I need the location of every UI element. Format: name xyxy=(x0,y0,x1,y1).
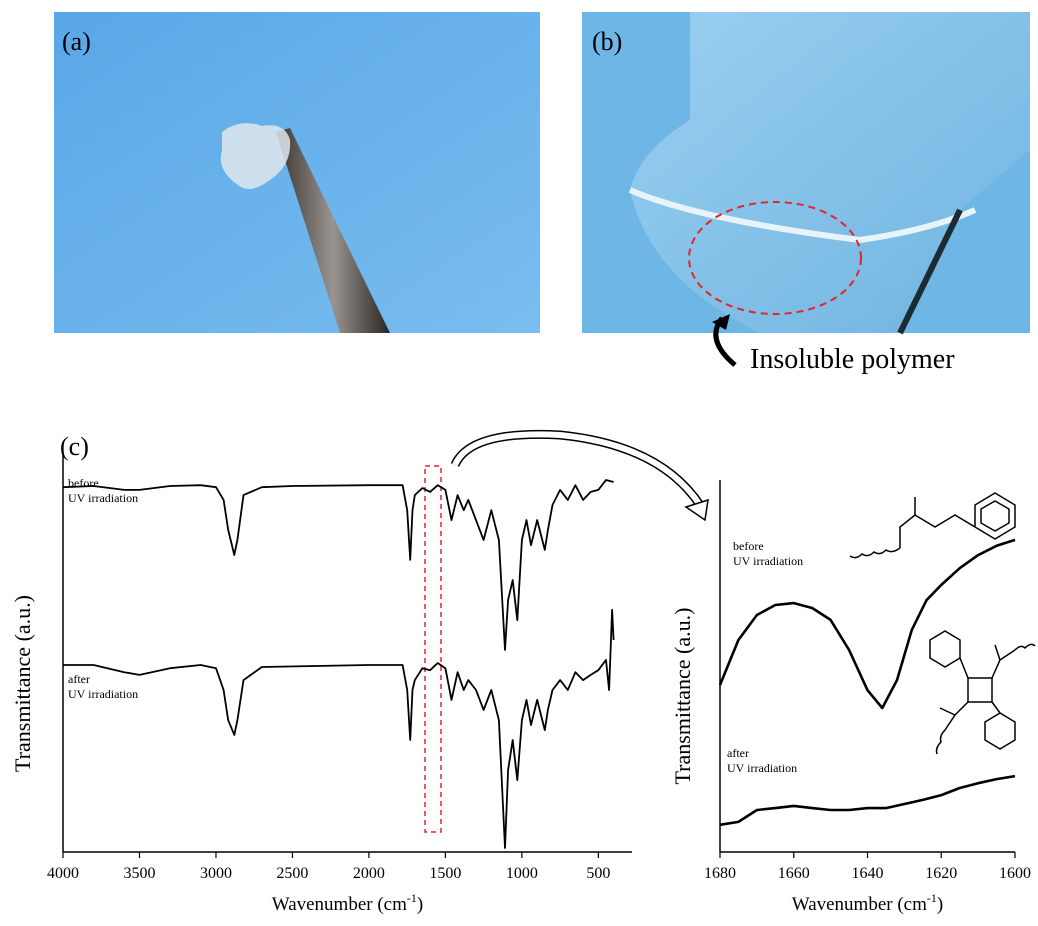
x-axis-title-text: Wavenumber (cm xyxy=(272,894,407,915)
y-axis-title: Transmittance (a.u.) xyxy=(670,608,695,785)
x-tick-label: 3500 xyxy=(123,865,155,882)
panel-label: (b) xyxy=(592,27,622,56)
photo-a: (a) xyxy=(54,12,540,333)
x-tick-label: 1680 xyxy=(704,865,736,882)
x-axis-title: Wavenumber (cm-1) xyxy=(272,891,423,915)
panel-label: (c) xyxy=(60,432,89,461)
spectrum-line xyxy=(63,608,615,849)
x-axis-title-end: ) xyxy=(417,894,423,915)
x-tick-label: 1600 xyxy=(999,865,1031,882)
charts: 4000 3500 3000 2500 2000 1500 1000 500 Wavenumbe… xyxy=(10,432,1031,915)
arrow-head xyxy=(712,314,730,330)
x-tick-label: 3000 xyxy=(200,865,232,882)
photo-b: (b) xyxy=(582,12,1030,335)
x-tick-label: 1620 xyxy=(925,865,957,882)
x-axis-title: Wavenumber (cm-1) xyxy=(792,891,943,915)
x-tick-label: 1640 xyxy=(852,865,884,882)
annotation: UV irradiation xyxy=(733,554,803,568)
annotation: before xyxy=(733,539,764,553)
x-tick-label: 1000 xyxy=(506,865,538,882)
spectrum-line xyxy=(718,538,1016,710)
highlight-box xyxy=(424,465,442,833)
x-tick-label: 1500 xyxy=(429,865,461,882)
x-tick-label: 2500 xyxy=(276,865,308,882)
annotation: UV irradiation xyxy=(68,687,138,701)
spectrum-line xyxy=(62,479,614,651)
x-tick-label: 1660 xyxy=(778,865,810,882)
structure-dimer xyxy=(929,630,1036,755)
x-tick-label: 4000 xyxy=(47,865,79,882)
annotation: after xyxy=(727,746,749,760)
structure-cinnamate xyxy=(849,492,1016,559)
curved-arrow xyxy=(452,431,703,507)
x-axis-title-end: ) xyxy=(937,894,943,915)
x-tick-label: 500 xyxy=(586,865,610,882)
annotation: UV irradiation xyxy=(68,491,138,505)
panel-label: (a) xyxy=(62,27,91,56)
annotation: after xyxy=(68,672,90,686)
x-axis-title-sup: -1 xyxy=(407,891,417,905)
annotation: UV irradiation xyxy=(727,761,797,775)
x-tick-label: 2000 xyxy=(353,865,385,882)
annotation: Insoluble polymer xyxy=(750,344,955,375)
x-axis-title-sup: -1 xyxy=(927,891,937,905)
y-axis-title: Transmittance (a.u.) xyxy=(10,595,35,772)
x-axis-title-text: Wavenumber (cm xyxy=(792,894,927,915)
spectrum-line xyxy=(719,774,1016,827)
arrow-head xyxy=(684,498,709,522)
annotation: before xyxy=(68,476,99,490)
